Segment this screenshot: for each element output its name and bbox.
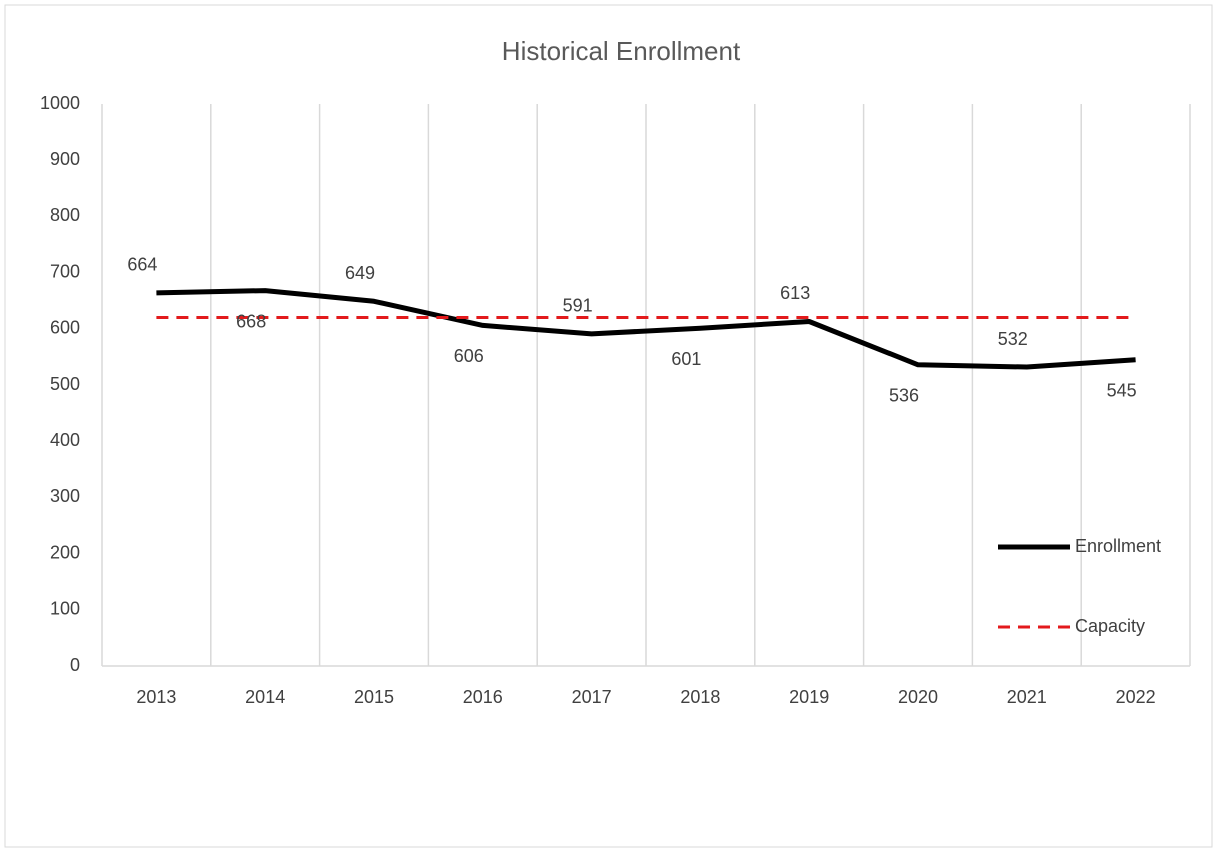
x-tick-label: 2021 bbox=[1007, 687, 1047, 707]
data-label: 601 bbox=[671, 349, 701, 369]
x-tick-label: 2015 bbox=[354, 687, 394, 707]
chart-border bbox=[4, 4, 1213, 848]
chart-title: Historical Enrollment bbox=[502, 36, 741, 66]
x-tick-label: 2019 bbox=[789, 687, 829, 707]
data-label: 668 bbox=[236, 311, 266, 331]
x-tick-label: 2022 bbox=[1116, 687, 1156, 707]
y-tick-label: 0 bbox=[70, 655, 80, 675]
data-label: 545 bbox=[1107, 380, 1137, 400]
x-tick-label: 2018 bbox=[680, 687, 720, 707]
series-line bbox=[156, 288, 1136, 370]
x-tick-label: 2020 bbox=[898, 687, 938, 707]
y-tick-label: 800 bbox=[50, 205, 80, 225]
data-label: 591 bbox=[563, 296, 593, 316]
data-label: 606 bbox=[454, 346, 484, 366]
y-tick-label: 300 bbox=[50, 486, 80, 506]
data-label: 649 bbox=[345, 263, 375, 283]
y-tick-label: 700 bbox=[50, 261, 80, 281]
data-label: 664 bbox=[127, 255, 157, 275]
y-tick-label: 100 bbox=[50, 599, 80, 619]
x-tick-label: 2013 bbox=[136, 687, 176, 707]
data-label: 536 bbox=[889, 386, 919, 406]
legend-label: Capacity bbox=[1075, 616, 1145, 636]
y-tick-label: 900 bbox=[50, 149, 80, 169]
x-tick-label: 2014 bbox=[245, 687, 285, 707]
x-tick-label: 2017 bbox=[572, 687, 612, 707]
data-label: 532 bbox=[998, 329, 1028, 349]
y-tick-label: 200 bbox=[50, 542, 80, 562]
data-label: 613 bbox=[780, 283, 810, 303]
y-tick-label: 500 bbox=[50, 374, 80, 394]
y-tick-label: 600 bbox=[50, 318, 80, 338]
y-tick-label: 1000 bbox=[40, 93, 80, 113]
x-tick-label: 2016 bbox=[463, 687, 503, 707]
legend-label: Enrollment bbox=[1075, 536, 1161, 556]
y-tick-label: 400 bbox=[50, 430, 80, 450]
